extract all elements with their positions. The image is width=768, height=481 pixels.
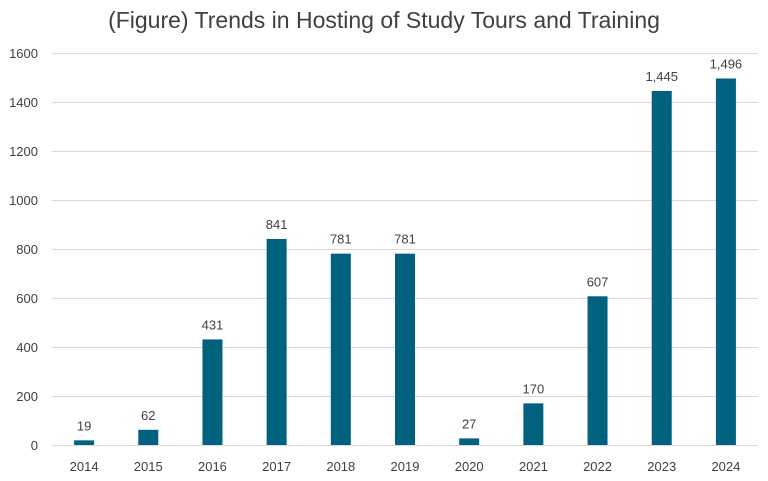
data-label-2022: 607 [587, 274, 609, 289]
y-tick-label: 1600 [9, 46, 38, 61]
x-tick-label-2018: 2018 [326, 459, 355, 474]
bar-2023 [651, 90, 672, 445]
y-tick-label: 0 [31, 438, 38, 453]
bar-2024 [715, 78, 736, 445]
data-label-2014: 19 [77, 418, 91, 433]
x-axis-ticks: 2014 2015 2016 2017 2018 2019 2020 2021 2022 2023… [70, 459, 741, 474]
x-tick-label-2014: 2014 [70, 459, 99, 474]
y-tick-label: 400 [16, 340, 38, 355]
y-tick-label: 800 [16, 242, 38, 257]
y-tick-label: 600 [16, 291, 38, 306]
y-tick-label: 1200 [9, 144, 38, 159]
x-tick-label-2021: 2021 [519, 459, 548, 474]
data-label-2015: 62 [141, 408, 155, 423]
data-label-2021: 170 [523, 381, 545, 396]
x-tick-label-2017: 2017 [262, 459, 291, 474]
data-label-2017: 841 [266, 217, 288, 232]
bar-2016 [202, 339, 223, 445]
x-tick-label-2022: 2022 [583, 459, 612, 474]
data-labels: 19 62 431 841 781 781 27 170 607 1,445 1,496 [77, 56, 742, 433]
data-label-2020: 27 [462, 416, 476, 431]
x-tick-label-2024: 2024 [711, 459, 740, 474]
x-tick-label-2015: 2015 [134, 459, 163, 474]
bar-2021 [523, 403, 544, 445]
data-label-2023: 1,445 [645, 69, 678, 84]
bar-2018 [330, 253, 351, 445]
data-label-2016: 431 [202, 317, 224, 332]
y-tick-label: 200 [16, 389, 38, 404]
data-label-2024: 1,496 [710, 56, 743, 71]
y-axis-ticks: 0 200 400 600 800 1000 1200 1400 1600 [9, 46, 38, 453]
x-tick-label-2023: 2023 [647, 459, 676, 474]
x-tick-label-2016: 2016 [198, 459, 227, 474]
bar-2020 [459, 438, 480, 445]
y-tick-label: 1000 [9, 193, 38, 208]
bars [74, 78, 736, 445]
bar-2019 [395, 253, 415, 445]
bar-2014 [74, 440, 95, 445]
chart-title: (Figure) Trends in Hosting of Study Tour… [108, 7, 660, 33]
data-label-2018: 781 [330, 232, 352, 247]
y-tick-label: 1400 [9, 95, 38, 110]
x-tick-label-2019: 2019 [391, 459, 420, 474]
bar-2022 [587, 296, 608, 445]
bar-2015 [138, 429, 159, 445]
bar-2017 [266, 238, 287, 445]
data-label-2019: 781 [394, 232, 416, 247]
x-tick-label-2020: 2020 [455, 459, 484, 474]
